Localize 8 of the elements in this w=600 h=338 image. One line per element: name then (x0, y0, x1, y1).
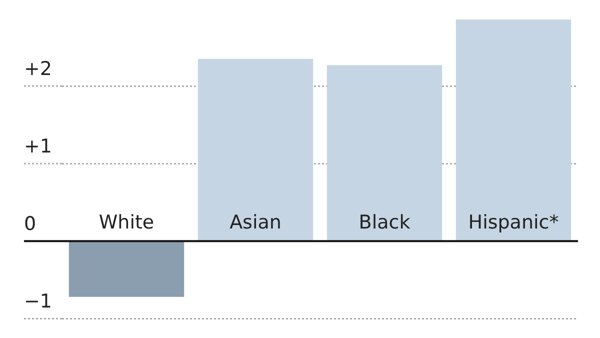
x-tick-label: White (98, 212, 154, 234)
x-tick-label: Asian (230, 212, 282, 234)
y-tick-label: 0 (24, 213, 36, 236)
x-tick-label: Hispanic* (468, 212, 559, 234)
y-tick-label: +2 (24, 58, 52, 80)
y-tick-label: −1 (24, 290, 52, 313)
x-tick-label: Black (358, 212, 410, 234)
y-tick-label: +1 (24, 136, 52, 158)
